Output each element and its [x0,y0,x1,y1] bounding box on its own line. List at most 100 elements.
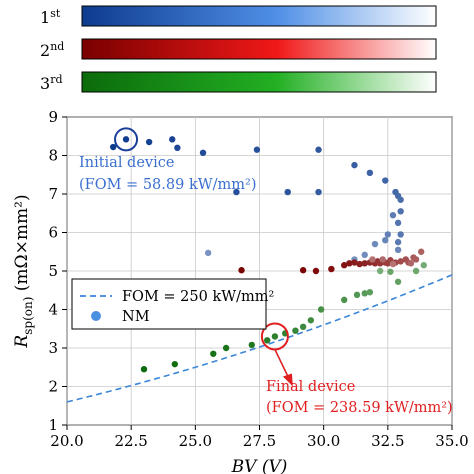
data-point [292,327,299,334]
data-point [299,267,307,274]
data-point [222,344,230,352]
colorbar-3rd [81,71,437,93]
data-point [407,260,415,267]
x-tick-label: 22.5 [114,432,147,450]
initial-device-marker [114,127,139,152]
x-tick-label: 35.0 [435,432,468,450]
data-point [271,333,279,340]
y-tick-label: 4 [48,301,58,319]
data-point [369,256,376,263]
data-point [238,267,245,274]
colorbar-label: 3rd [40,73,63,93]
colorbar-label: 2nd [40,40,64,60]
axis-ticks: 20.0 22.5 25.0 27.5 30.0 32.5 35.0 1 2 3 4 5 6 7 8 9 [48,108,468,450]
final-device-arrow [274,349,290,379]
data-point [315,146,322,153]
data-point [361,290,368,297]
y-tick-label: 7 [48,185,58,203]
data-point [171,360,178,368]
data-point [264,337,271,344]
data-point [389,211,397,219]
data-point [351,259,358,266]
initial-device-fom: (FOM = 58.89 kW/mm²) [79,177,256,193]
y-tick-label: 2 [48,378,58,396]
data-point [199,149,207,157]
data-point [248,341,255,349]
series-2nd [238,248,425,275]
data-point [389,260,397,268]
y-tick-label: 3 [48,339,58,357]
y-tick-label: 8 [48,147,58,165]
data-point [382,177,389,184]
legend-box [71,278,267,330]
data-point [317,306,325,313]
initial-device-label: Initial device [79,155,174,171]
data-point [346,260,353,267]
x-tick-label: 30.0 [307,432,340,450]
data-point [394,219,402,227]
legend-fom-label: FOM = 250 kW/mm² [122,289,274,305]
final-device-arrowhead [282,373,293,387]
data-point [366,288,374,296]
series-3rd [140,262,427,373]
data-point [420,262,427,269]
stage-colorbars: 1st 2nd 3rd [40,5,437,93]
x-tick-label: 32.5 [371,432,404,450]
fom-curve-line [67,274,452,403]
data-point [204,249,212,257]
x-tick-label: 27.5 [243,432,276,450]
data-point [210,350,217,357]
x-tick-label: 20.0 [50,432,83,450]
data-point [418,248,425,255]
y-tick-label: 5 [48,262,58,280]
data-point [361,260,368,267]
data-point [397,258,404,265]
final-device-fom: (FOM = 238.59 kW/mm²) [266,400,453,416]
x-tick-label: 25.0 [179,432,212,450]
legend-nm-label: NM [122,309,150,325]
fom-curve [67,274,452,403]
y-axis-title: Rsp(on) (mΩ×mm²) [12,194,35,348]
data-point [361,251,368,259]
data-point [312,267,320,275]
data-point [174,144,181,151]
data-point [394,246,402,254]
data-point [394,278,402,285]
data-point [328,265,335,273]
data-point [284,188,291,196]
data-point [299,323,307,331]
plot-area: Initial device (FOM = 58.89 kW/mm²) Final … [48,108,468,450]
data-point [145,138,153,146]
data-point [397,208,404,215]
data-point [110,143,117,151]
legend: FOM = 250 kW/mm² NM [71,278,274,330]
data-point [315,188,322,196]
data-point [233,188,240,196]
data-point [169,136,176,143]
colorbar-1st [81,5,437,27]
data-point [397,231,404,238]
colorbar-label: 1st [40,7,61,27]
data-point [140,365,148,373]
data-point [366,169,374,177]
data-point [412,267,420,275]
x-axis-title: BV (V) [231,457,288,474]
data-point [376,267,384,275]
colorbar-2nd [81,38,437,60]
x-axis-label: BV (V) [231,457,288,474]
data-point [371,240,379,248]
y-tick-label: 1 [48,416,58,434]
y-tick-label: 6 [48,224,58,242]
data-point [351,161,358,169]
grid [66,116,453,426]
data-point [382,237,389,244]
data-point [356,260,363,268]
data-point [353,291,361,299]
y-tick-label: 9 [48,108,58,126]
series-1st [110,136,404,263]
data-point [384,231,392,238]
data-point [307,317,315,324]
data-point [397,196,404,203]
data-point [253,146,261,153]
